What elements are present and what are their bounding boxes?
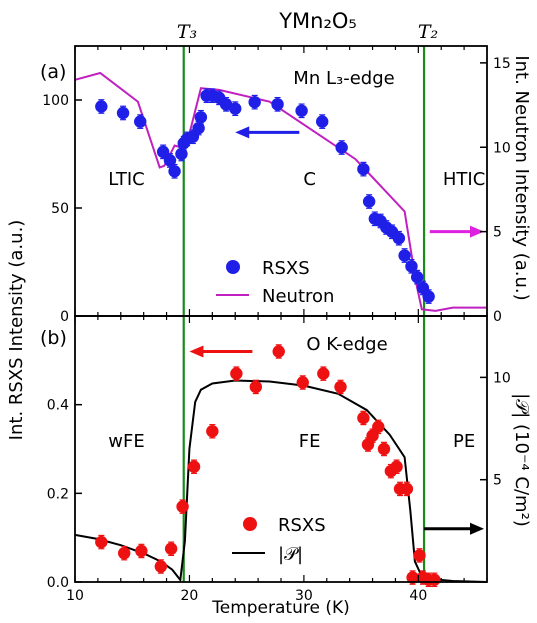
data-point-a [192, 121, 205, 135]
y-tick-label: 0.2 [47, 486, 69, 502]
data-point-b [428, 573, 441, 586]
y-tick-label: 0 [60, 309, 69, 325]
data-point-b [164, 542, 178, 555]
axis-arrow-head [235, 126, 250, 139]
y-axis-label-right-bottom: |𝒫| (10⁻⁴ C/m²) [511, 393, 532, 527]
axis-arrow-head [470, 225, 484, 238]
panel-b-region-labels: wFE FE PE [108, 431, 475, 452]
data-point-b [154, 560, 168, 573]
data-point-b [377, 442, 391, 456]
data-point-b [206, 425, 219, 438]
panel-b-label: (b) [40, 327, 67, 349]
legend-rsxs-label-b: RSXS [278, 515, 326, 536]
data-point-a [116, 106, 130, 120]
data-point-b [135, 544, 148, 558]
data-point-b [176, 500, 189, 513]
data-point-b [249, 380, 263, 394]
region-label-htic: HTIC [443, 169, 485, 190]
region-label-pe: PE [453, 431, 475, 452]
data-point-a [295, 104, 308, 118]
data-point-a [95, 100, 108, 113]
data-point-a [229, 102, 242, 115]
x-tick-label: 30 [295, 588, 313, 604]
data-point-a [163, 154, 177, 167]
data-point-a [410, 270, 424, 284]
data-point-a [316, 115, 329, 128]
panel-b-marks [74, 316, 488, 588]
data-point-b [334, 380, 347, 394]
data-point-b [230, 367, 243, 380]
axis-arrow-head [189, 345, 204, 358]
data-point-b [272, 345, 285, 358]
t3-marker-label: T₃ [177, 21, 197, 43]
panel-a-label: (a) [40, 61, 66, 83]
y-axis-label-right-top: Int. Neutron Intensity (a.u.) [511, 55, 532, 300]
y2-tick-label: 5 [493, 225, 502, 241]
data-point-b [413, 549, 426, 562]
x-axis-label: Temperature (K) [211, 598, 350, 618]
y2-tick-label: 15 [493, 56, 511, 72]
data-point-a [248, 95, 261, 109]
legend-rsxs-label: RSXS [262, 258, 310, 279]
panel-a-legend: RSXS Neutron [216, 258, 334, 307]
data-point-a [194, 111, 208, 124]
t2-marker-label: T₂ [418, 21, 438, 43]
panel-b-legend: RSXS |𝒫| [232, 515, 326, 565]
data-point-a [271, 98, 284, 111]
axis-arrow-head [470, 522, 484, 535]
y2-tick-label: 10 [493, 140, 511, 156]
data-point-b [390, 460, 403, 473]
y-tick-label: 100 [42, 93, 69, 109]
data-point-b [296, 376, 309, 389]
y-tick-label: 0.0 [47, 575, 69, 591]
legend-neutron-label: Neutron [262, 286, 334, 307]
panel-a-marks [74, 46, 487, 316]
data-point-a [422, 290, 435, 303]
panel-b: 0.0 0.2 0.4 5 10 10 20 30 40 (b) O K-edge wFE FE P… [40, 315, 511, 604]
y-tick-label: 0.4 [47, 398, 69, 414]
data-point-b [357, 411, 370, 425]
legend-polarization-label: |𝒫| [278, 544, 303, 565]
region-label-fe: FE [299, 431, 321, 452]
data-point-a [175, 147, 188, 161]
panel-a-region-labels: LTIC C HTIC [108, 169, 485, 190]
x-tick-label: 40 [409, 588, 427, 604]
data-point-a [405, 260, 418, 273]
region-label-ltic: LTIC [108, 169, 144, 190]
y2-tick-label: 0 [493, 309, 502, 325]
data-point-b [118, 546, 131, 560]
x-tick-label: 10 [66, 588, 84, 604]
data-point-b [372, 420, 385, 434]
panel-b-ticks: 0.0 0.2 0.4 5 10 10 20 30 40 [47, 316, 511, 604]
data-point-b [187, 460, 201, 473]
data-point-b [95, 535, 108, 549]
data-point-b [406, 571, 419, 584]
data-point-a [362, 195, 376, 208]
data-point-b [400, 482, 414, 496]
data-point-b [317, 367, 330, 380]
panel-a-title: Mn L₃-edge [293, 68, 394, 89]
y2-tick-label: 10 [493, 370, 511, 386]
legend-rsxs-marker [226, 260, 240, 274]
figure-title: YMn₂O₅ [278, 9, 357, 33]
panel-a-ticks: 0 50 100 0 5 10 15 [42, 46, 511, 325]
data-point-a [357, 162, 370, 176]
panel-b-title: O K-edge [306, 334, 387, 355]
panel-a: 0 50 100 0 5 10 15 (a) Mn L₃-edge LTIC C HTIC RS… [40, 45, 511, 325]
legend-rsxs-marker-b [243, 517, 257, 531]
data-point-a [335, 141, 348, 154]
data-point-a [134, 115, 147, 128]
y-axis-label-left: Int. RSXS Intensity (a.u.) [6, 220, 27, 441]
data-point-a [398, 249, 411, 262]
y2-tick-label: 5 [493, 473, 502, 489]
region-label-wfe: wFE [108, 431, 144, 452]
x-tick-label: 20 [181, 588, 199, 604]
data-point-a [156, 145, 170, 159]
data-point-b [366, 429, 379, 442]
region-label-c: C [303, 169, 316, 190]
y-tick-label: 50 [51, 201, 69, 217]
data-point-a [392, 232, 406, 245]
data-point-a [168, 165, 181, 178]
